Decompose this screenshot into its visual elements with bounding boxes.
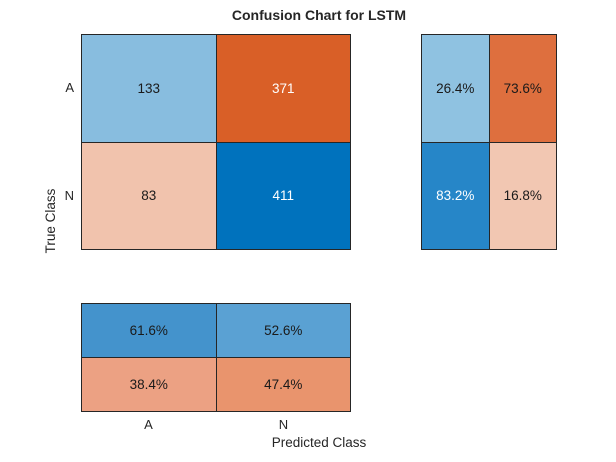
y-tick-label-n: N [64, 188, 74, 203]
column-summary-matrix: 61.6% 52.6% 38.4% 47.4% [81, 303, 351, 412]
matrix-cell-true-n-pred-n: 411 [216, 142, 350, 249]
matrix-cell-true-n-pred-a: 83 [82, 142, 216, 249]
row-summary-cell-true-n-correct: 83.2% [422, 142, 489, 249]
row-summary-cell-true-n-incorrect: 16.8% [489, 142, 556, 249]
matrix-cell-true-a-pred-a: 133 [82, 35, 216, 142]
row-summary-matrix: 26.4% 73.6% 83.2% 16.8% [421, 34, 557, 250]
row-summary-cell-true-a-correct: 26.4% [422, 35, 489, 142]
column-summary-cell-pred-a-incorrect: 38.4% [82, 358, 216, 411]
y-tick-label-a: A [65, 80, 74, 95]
chart-title: Confusion Chart for LSTM [231, 7, 407, 23]
row-summary-cell-true-a-incorrect: 73.6% [489, 35, 556, 142]
x-tick-label-a: A [144, 417, 153, 432]
column-summary-cell-pred-a-correct: 61.6% [82, 304, 216, 357]
confusion-matrix-main: 133 371 83 411 [81, 34, 351, 250]
column-summary-cell-pred-n-correct: 52.6% [216, 304, 350, 357]
x-tick-label-n: N [278, 417, 289, 432]
matrix-cell-true-a-pred-n: 371 [216, 35, 350, 142]
column-summary-cell-pred-n-incorrect: 47.4% [216, 358, 350, 411]
x-axis-label: Predicted Class [271, 435, 367, 450]
